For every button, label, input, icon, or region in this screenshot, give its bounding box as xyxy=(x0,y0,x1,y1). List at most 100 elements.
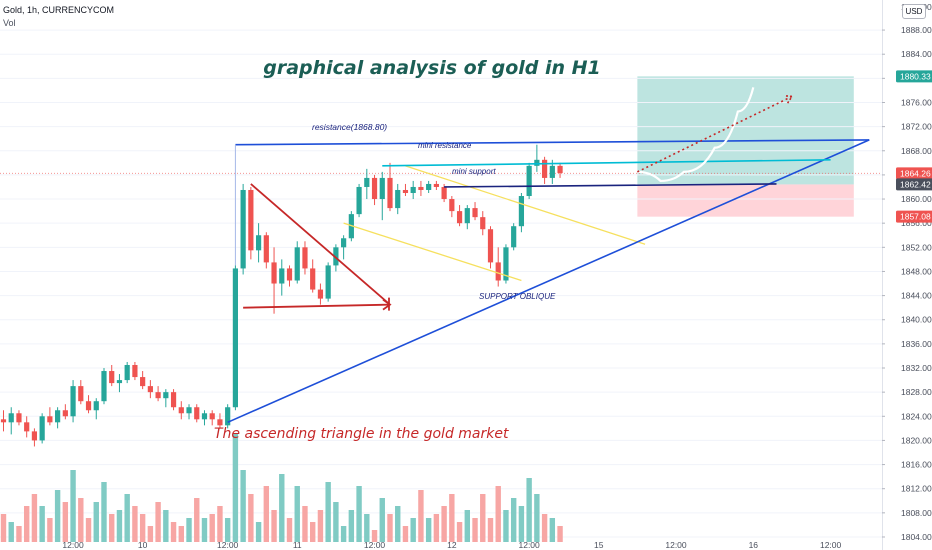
candle-body xyxy=(518,196,525,227)
candle xyxy=(263,232,269,269)
price-tick-label: 1832.00 xyxy=(901,363,932,373)
support-oblique-line xyxy=(227,139,870,424)
volume-bar xyxy=(232,434,239,542)
candle-body xyxy=(255,235,262,251)
price-badge xyxy=(896,167,932,180)
price-tick-label: 1808.00 xyxy=(901,508,932,518)
volume-bar xyxy=(503,510,509,542)
candle xyxy=(39,413,45,444)
currency-button[interactable]: USD xyxy=(902,4,926,19)
candle-body xyxy=(240,189,246,269)
candle-body xyxy=(62,410,68,417)
volume-bar xyxy=(47,518,53,542)
candle-body xyxy=(472,208,478,218)
candle xyxy=(526,162,532,200)
candle-body xyxy=(186,407,192,414)
candle xyxy=(194,404,200,423)
candle-body xyxy=(271,262,277,284)
candle-body xyxy=(155,392,161,399)
volume-bar xyxy=(433,514,440,542)
candle-body xyxy=(495,262,501,281)
price-tick-label: 1804.00 xyxy=(901,532,932,542)
text-annotations: graphical analysis of gold in H1 The asce… xyxy=(214,57,601,442)
candle-body xyxy=(248,189,254,251)
candle-body xyxy=(294,247,300,281)
candle xyxy=(433,180,439,190)
price-tick-label: 1812.00 xyxy=(901,484,932,494)
volume-bar xyxy=(132,506,138,542)
candle xyxy=(379,171,385,221)
volume-bar xyxy=(286,518,293,542)
candle-body xyxy=(310,268,316,290)
candle-body xyxy=(410,186,416,194)
volume-bar xyxy=(109,514,115,542)
candle-body xyxy=(542,159,548,178)
candle-body xyxy=(302,247,308,269)
candle-body xyxy=(364,177,370,187)
volume-bar xyxy=(356,486,362,542)
volume-bar xyxy=(325,482,331,542)
price-tick-label: 1816.00 xyxy=(901,460,932,470)
candle-body xyxy=(78,386,84,402)
candle xyxy=(371,174,378,206)
volume-bar xyxy=(85,518,92,542)
candle-body xyxy=(371,177,378,200)
time-tick-label: 12:00 xyxy=(518,540,540,550)
volume-bar xyxy=(16,526,22,542)
candle xyxy=(116,374,123,393)
candle xyxy=(70,380,76,423)
price-tick-label: 1848.00 xyxy=(901,266,932,276)
candle xyxy=(240,183,246,275)
volume-bar xyxy=(487,518,494,542)
candle-body xyxy=(16,413,22,423)
volume-bar xyxy=(0,514,7,542)
volume-bar xyxy=(348,510,355,542)
candle-body xyxy=(132,364,138,378)
volume-bar xyxy=(70,470,76,542)
volume-bar xyxy=(472,518,478,542)
candle xyxy=(124,361,130,384)
projection-curve xyxy=(637,87,755,183)
volume-bar xyxy=(425,518,432,542)
volume-bar xyxy=(39,506,45,542)
candle xyxy=(518,193,525,233)
candle xyxy=(325,262,331,302)
candle-body xyxy=(426,183,432,190)
time-tick-label: 12:00 xyxy=(665,540,687,550)
candle xyxy=(78,380,84,405)
volume-bar xyxy=(62,502,69,542)
candle xyxy=(0,410,7,432)
volume-bar xyxy=(170,522,177,542)
candle-body xyxy=(93,401,99,411)
candle xyxy=(410,180,416,200)
volume-bar xyxy=(201,518,208,542)
volume-bar xyxy=(449,494,455,542)
price-tick-label: 1824.00 xyxy=(901,411,932,421)
time-tick-label: 12:00 xyxy=(820,540,842,550)
candle xyxy=(317,283,324,305)
symbol-label[interactable]: Gold, 1h, CURRENCYCOM xyxy=(3,5,115,15)
volume-bar xyxy=(194,498,200,542)
volume-bar xyxy=(541,514,548,542)
drawings xyxy=(227,87,870,424)
candle xyxy=(557,162,563,178)
candle-body xyxy=(395,189,401,209)
price-tick-label: 1828.00 xyxy=(901,387,932,397)
candle-body xyxy=(47,416,53,423)
candle xyxy=(418,180,424,197)
candle xyxy=(47,407,53,426)
candle xyxy=(271,247,277,314)
volume-bar xyxy=(8,522,14,542)
candle xyxy=(8,407,14,435)
candle xyxy=(93,398,99,420)
volume-label[interactable]: Vol xyxy=(3,18,16,28)
candle-body xyxy=(534,159,540,166)
price-badge xyxy=(896,70,932,83)
candle xyxy=(178,401,184,420)
candle-body xyxy=(402,189,409,194)
volume-bar xyxy=(240,470,246,542)
candle-body xyxy=(124,364,130,381)
candle xyxy=(217,413,223,429)
volume-bar xyxy=(163,510,169,542)
